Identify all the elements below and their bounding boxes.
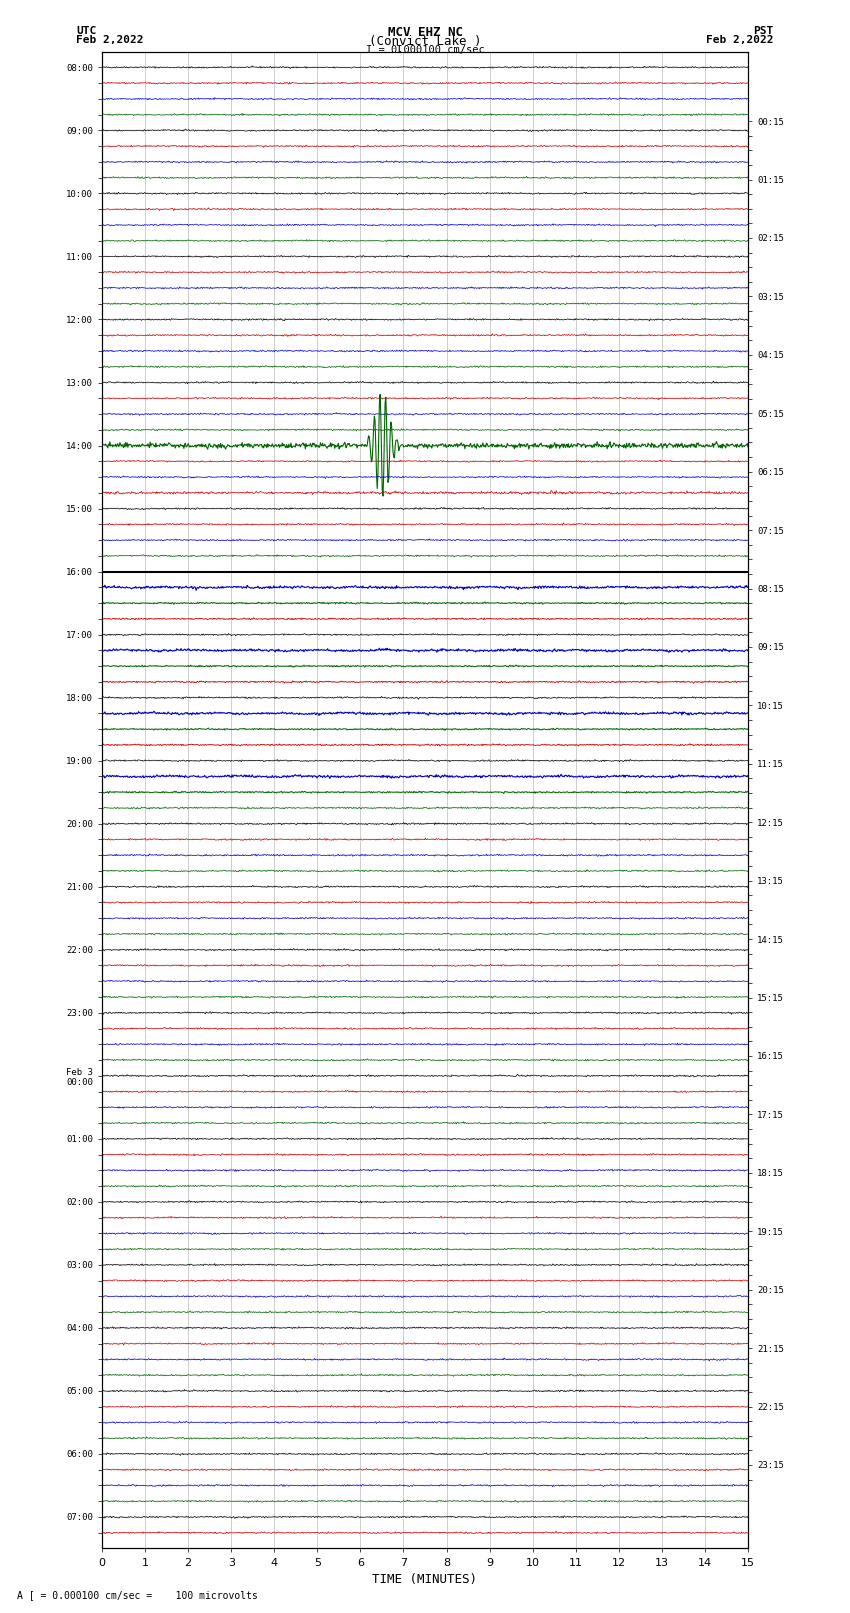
X-axis label: TIME (MINUTES): TIME (MINUTES) [372, 1573, 478, 1586]
Text: Feb 2,2022: Feb 2,2022 [706, 35, 774, 45]
Text: UTC: UTC [76, 26, 97, 35]
Text: I = 0.000100 cm/sec: I = 0.000100 cm/sec [366, 45, 484, 55]
Text: PST: PST [753, 26, 774, 35]
Text: I: I [396, 45, 403, 55]
Text: MCV EHZ NC: MCV EHZ NC [388, 26, 462, 39]
Text: (Convict Lake ): (Convict Lake ) [369, 35, 481, 48]
Text: A [ = 0.000100 cm/sec =    100 microvolts: A [ = 0.000100 cm/sec = 100 microvolts [17, 1590, 258, 1600]
Text: Feb 2,2022: Feb 2,2022 [76, 35, 144, 45]
